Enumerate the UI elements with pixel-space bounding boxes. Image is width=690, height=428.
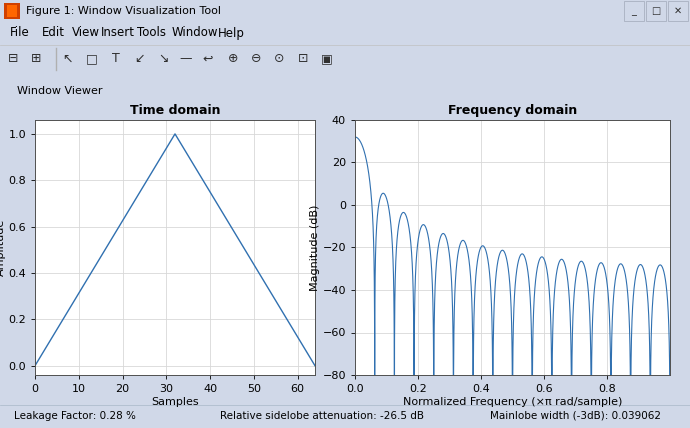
- Text: ⊙: ⊙: [274, 53, 284, 65]
- Text: T: T: [112, 53, 120, 65]
- Text: ↘: ↘: [158, 53, 168, 65]
- Text: ⊞: ⊞: [31, 53, 41, 65]
- Text: ⊕: ⊕: [228, 53, 238, 65]
- Bar: [624, 1, 644, 21]
- Bar: [7, 5, 17, 17]
- Bar: [646, 1, 666, 21]
- Text: ⊡: ⊡: [298, 53, 308, 65]
- Text: □: □: [651, 6, 660, 16]
- Text: Help: Help: [218, 27, 245, 39]
- Text: File: File: [10, 27, 30, 39]
- Text: ✕: ✕: [674, 6, 682, 16]
- Text: ▣: ▣: [321, 53, 333, 65]
- X-axis label: Normalized Frequency (×π rad/sample): Normalized Frequency (×π rad/sample): [403, 397, 622, 407]
- Text: □: □: [86, 53, 98, 65]
- Title: Time domain: Time domain: [130, 104, 220, 117]
- Text: Window: Window: [172, 27, 219, 39]
- Text: ↖: ↖: [63, 53, 73, 65]
- Y-axis label: Magnitude (dB): Magnitude (dB): [310, 204, 319, 291]
- Text: Leakage Factor: 0.28 %: Leakage Factor: 0.28 %: [14, 411, 136, 421]
- Text: ↙: ↙: [135, 53, 146, 65]
- Text: Figure 1: Window Visualization Tool: Figure 1: Window Visualization Tool: [26, 6, 221, 16]
- Text: ↩: ↩: [203, 53, 213, 65]
- Title: Frequency domain: Frequency domain: [448, 104, 577, 117]
- Text: Relative sidelobe attenuation: -26.5 dB: Relative sidelobe attenuation: -26.5 dB: [220, 411, 424, 421]
- Text: Mainlobe width (-3dB): 0.039062: Mainlobe width (-3dB): 0.039062: [490, 411, 661, 421]
- Bar: [4, 3, 20, 19]
- Text: Tools: Tools: [137, 27, 166, 39]
- Text: _: _: [631, 6, 636, 16]
- Text: View: View: [72, 27, 100, 39]
- Text: ⊖: ⊖: [250, 53, 262, 65]
- Text: ⊟: ⊟: [8, 53, 18, 65]
- Text: —: —: [180, 53, 193, 65]
- X-axis label: Samples: Samples: [151, 397, 199, 407]
- Text: Edit: Edit: [42, 27, 65, 39]
- Bar: [668, 1, 688, 21]
- Text: Insert: Insert: [101, 27, 135, 39]
- Text: Window Viewer: Window Viewer: [17, 86, 103, 95]
- Y-axis label: Amplitude: Amplitude: [0, 219, 6, 276]
